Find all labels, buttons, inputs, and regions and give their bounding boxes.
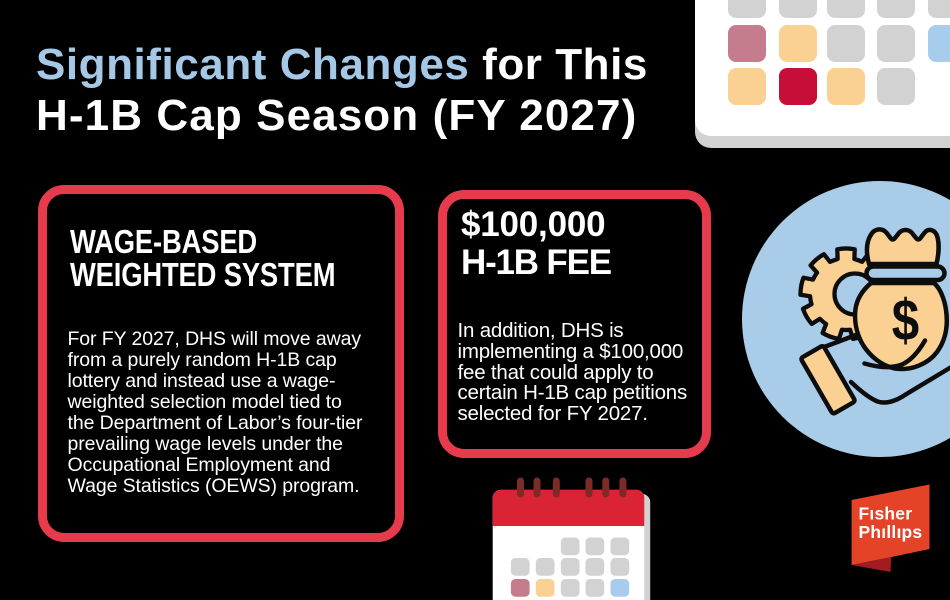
svg-text:$: $ <box>892 288 919 353</box>
svg-text:Fısher: Fısher <box>859 504 913 524</box>
svg-text:Phıllıps: Phıllıps <box>859 522 923 542</box>
